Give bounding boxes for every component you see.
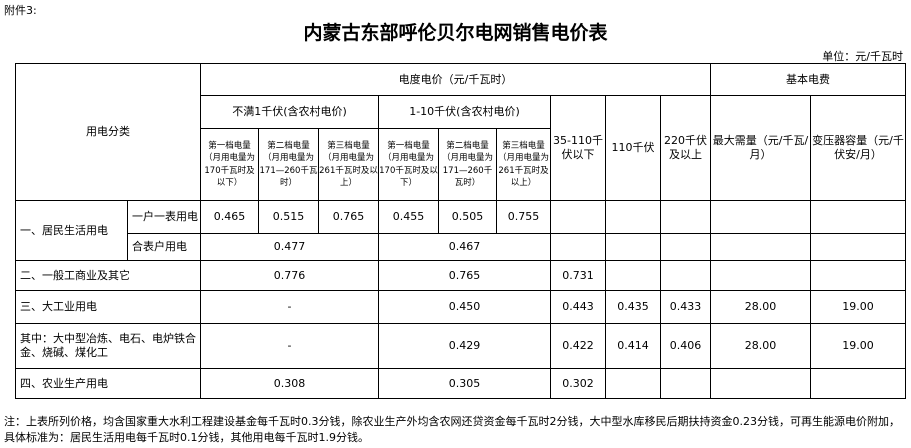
header-110kv: 110千伏 [605, 95, 661, 201]
cell: 0.776 [200, 260, 379, 291]
header-transformer: 变压器容量（元/千伏安/月） [810, 95, 906, 201]
header-35-110kv: 35-110千伏以下 [550, 95, 606, 201]
header-basic: 基本电费 [710, 63, 906, 96]
cell: 0.765 [318, 200, 379, 234]
row-large-industrial: 其中：大中型冶炼、电石、电炉铁合金、烧碱、煤化工 [15, 323, 201, 369]
row-residential: 一、居民生活用电 [15, 200, 128, 261]
cell: 19.00 [810, 290, 906, 324]
header-max-demand: 最大需量（元/千瓦/月） [710, 95, 811, 201]
cell: 0.305 [378, 368, 551, 399]
header-tier2: 第二档电量（月用电量为171—260千瓦时） [438, 128, 497, 201]
cell: 28.00 [710, 323, 811, 369]
footnote: 注：上表所列价格，均含国家重大水利工程建设基金每千瓦时0.3分钱，除农业生产外均… [4, 415, 900, 444]
page-title: 内蒙古东部呼伦贝尔电网销售电价表 [303, 22, 608, 44]
header-tier3: 第三档电量（月用电量为261千瓦时及以上） [318, 128, 379, 201]
cell: 0.435 [605, 290, 661, 324]
header-category: 用电分类 [15, 63, 201, 201]
row-shared-meter: 合表户用电 [127, 233, 201, 261]
cell: 0.450 [378, 290, 551, 324]
cell: - [200, 323, 379, 369]
header-energy: 电度电价（元/千瓦时） [200, 63, 711, 96]
cell: 0.505 [438, 200, 497, 234]
row-industrial: 三、大工业用电 [15, 290, 201, 324]
cell: 0.465 [200, 200, 259, 234]
cell: 0.477 [200, 233, 379, 261]
cell: 0.302 [550, 368, 606, 399]
cell: 0.308 [200, 368, 379, 399]
cell: 19.00 [810, 323, 906, 369]
header-tier2: 第二档电量（月用电量为171—260千瓦时） [258, 128, 319, 201]
cell: 0.455 [378, 200, 439, 234]
cell: 0.515 [258, 200, 319, 234]
attachment-label: 附件3: [4, 4, 37, 17]
cell: 0.422 [550, 323, 606, 369]
cell: 0.406 [660, 323, 711, 369]
cell: 0.467 [378, 233, 551, 261]
cell: 0.429 [378, 323, 551, 369]
header-tier1: 第一档电量（月用电量为170千瓦时及以下） [378, 128, 439, 201]
row-commercial: 二、一般工商业及其它 [15, 260, 201, 291]
header-lt1kv: 不满1千伏(含农村电价) [200, 95, 379, 129]
cell: 0.443 [550, 290, 606, 324]
unit-label: 单位：元/千瓦时 [822, 50, 903, 63]
header-1-10kv: 1-10千伏(含农村电价) [378, 95, 551, 129]
row-one-meter: 一户一表用电 [127, 200, 201, 234]
cell: 0.765 [378, 260, 551, 291]
cell: 28.00 [710, 290, 811, 324]
cell: 0.731 [550, 260, 606, 291]
header-220kv: 220千伏及以上 [660, 95, 711, 201]
cell: 0.433 [660, 290, 711, 324]
cell: - [200, 290, 379, 324]
cell: 0.755 [496, 200, 551, 234]
cell: 0.414 [605, 323, 661, 369]
price-table: 用电分类 电度电价（元/千瓦时） 基本电费 不满1千伏(含农村电价) 1-10千… [15, 63, 906, 399]
header-tier3: 第三档电量（月用电量为261千瓦时及以上） [496, 128, 551, 201]
row-agriculture: 四、农业生产用电 [15, 368, 201, 399]
header-tier1: 第一档电量（月用电量为170千瓦时及以下） [200, 128, 259, 201]
